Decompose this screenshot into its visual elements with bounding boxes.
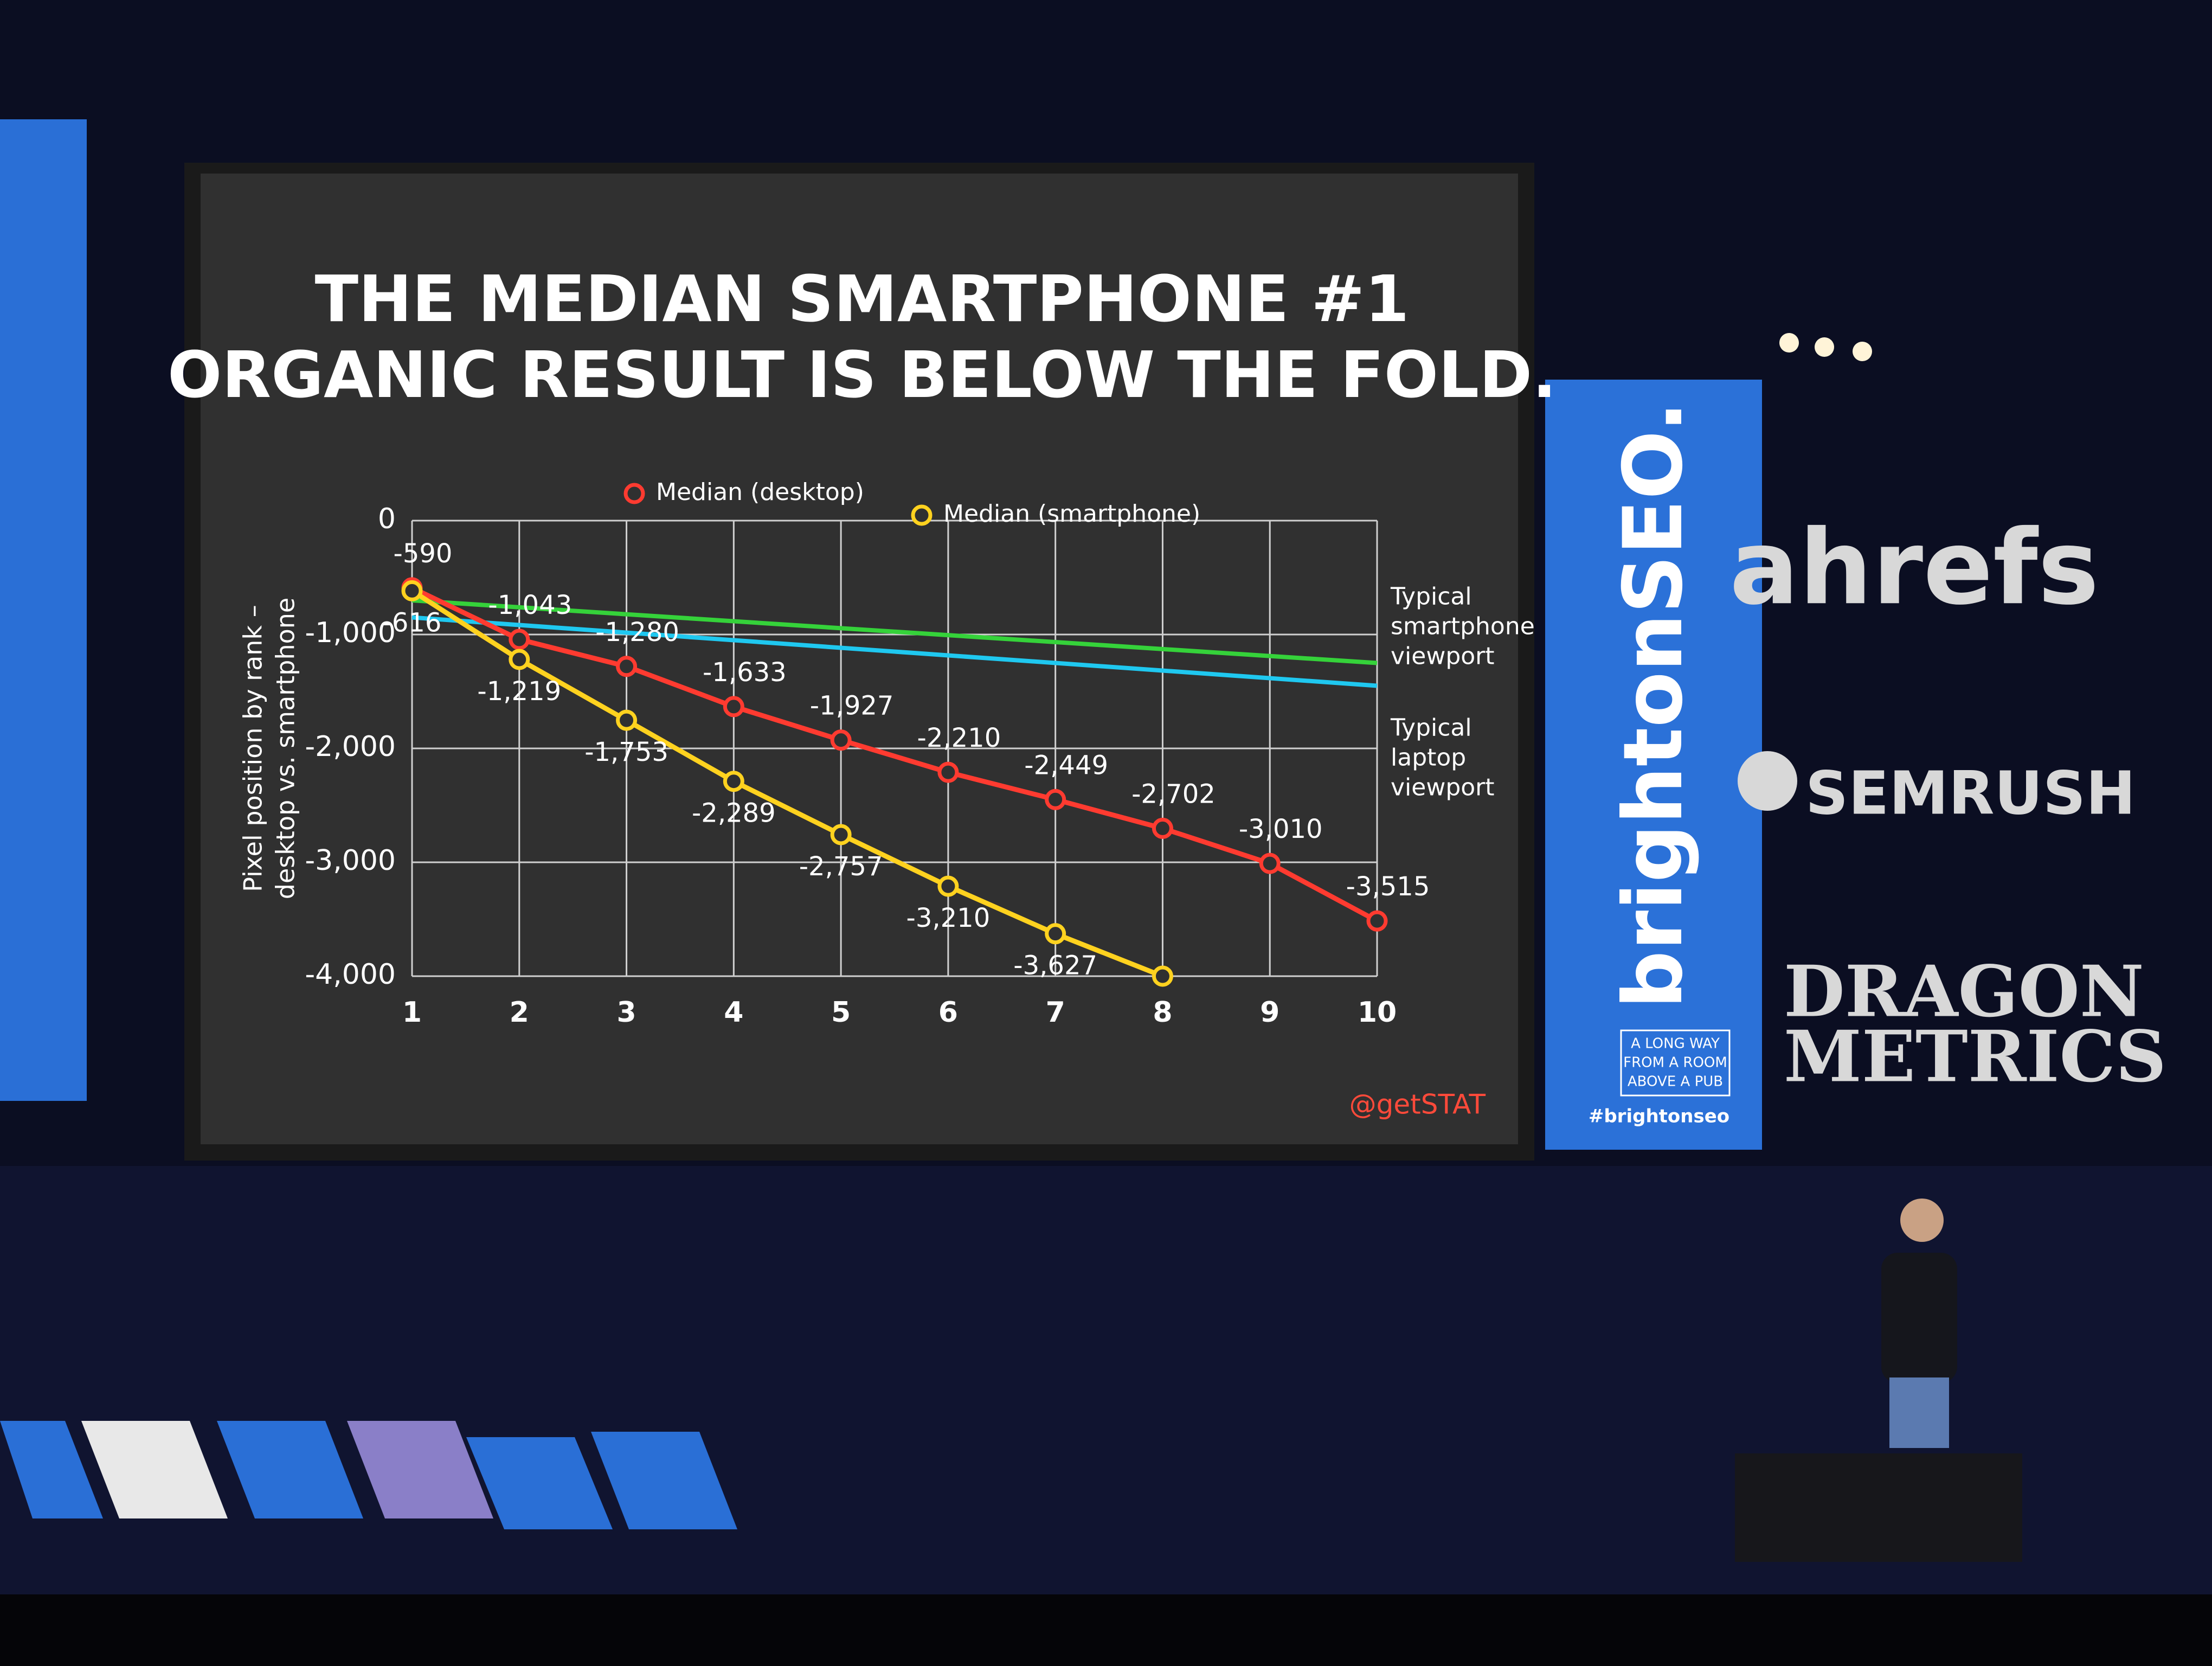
point-marker [1366,910,1388,932]
point-marker [509,649,530,670]
x-tick-label: 5 [831,996,851,1029]
monitor-speaker [1735,1453,2022,1562]
chair [466,1437,613,1529]
series-line [411,585,1379,924]
chair [81,1421,228,1518]
point-marker [616,656,638,677]
left-banner [0,119,87,1101]
viewport-line [411,598,1378,665]
sponsor-icon [1738,751,1797,811]
data-label: -1,280 [595,617,679,648]
point-marker [509,629,530,650]
right-banner [1545,380,1762,1150]
legend-marker [911,504,933,526]
x-tick-label: 4 [724,996,743,1029]
banner-hashtag: #brightonseo [1589,1106,1729,1127]
data-label: -1,927 [810,691,894,721]
data-label: -3,210 [906,903,991,933]
chair [217,1421,363,1518]
speaker-legs [1889,1377,1949,1448]
y-tick-label: -4,000 [305,958,396,991]
data-label: -3,010 [1239,814,1323,844]
data-label: -2,449 [1024,750,1108,780]
stage-light [1853,342,1872,361]
tagline-box [1620,1029,1731,1097]
point-marker [830,824,852,845]
data-label: -590 [394,539,453,569]
viewport-label: viewport [1391,774,1495,802]
data-label: -3,627 [1013,951,1097,981]
x-tick-label: 2 [510,996,529,1029]
speaker-body [1881,1253,1957,1383]
x-tick-label: 7 [1046,996,1065,1029]
data-label: -1,753 [584,737,668,767]
banner-tagline: FROM A ROOM [1623,1055,1727,1071]
legend-marker [623,483,645,504]
y-tick-label: -2,000 [305,731,396,763]
x-tick-label: 3 [616,996,636,1029]
point-marker [1045,789,1066,810]
chairs [0,1421,737,1529]
viewport-line [411,615,1378,688]
speaker-head [1900,1199,1944,1242]
point-marker [723,771,744,792]
point-marker [616,709,638,731]
point-marker [401,580,423,601]
point-marker [1045,923,1066,945]
sponsor-logo: ahrefs [1729,508,2099,627]
chair [0,1421,103,1518]
legend-label: Median (desktop) [656,478,864,506]
point-marker [830,729,852,751]
data-label: -1,043 [488,590,572,620]
series-line [410,588,1164,979]
viewport-label: laptop [1391,744,1466,772]
point-marker [937,761,959,783]
y-axis-title: desktop vs. smartphone [271,598,300,899]
y-tick-label: -1,000 [305,617,396,649]
point-marker [937,875,959,897]
y-tick-label: -3,000 [305,844,396,877]
point-marker [1152,817,1173,839]
x-tick-label: 9 [1260,996,1279,1029]
viewport-label: smartphone [1391,613,1535,640]
sponsor-logo: METRICS [1784,1015,2166,1098]
data-label: -616 [383,607,442,638]
x-tick-label: 6 [938,996,958,1029]
data-label: -2,289 [692,798,776,829]
x-tick-label: 10 [1358,996,1397,1029]
sponsor-logo: SEMRUSH [1805,758,2136,828]
source-label: @getSTAT [1349,1089,1486,1120]
point-marker [1152,965,1173,987]
chart-title: THE MEDIAN SMARTPHONE #1 [315,261,1410,336]
banner-tagline: A LONG WAY [1631,1036,1720,1052]
sponsor-logo: DRAGON [1784,950,2144,1033]
x-tick-label: 1 [402,996,422,1029]
data-label: -2,702 [1131,779,1216,809]
stage-light [1815,337,1834,357]
stage-floor [0,1594,2212,1666]
data-label: -1,219 [477,676,561,707]
data-label: -3,515 [1346,872,1430,902]
banner-brand: brightonSEO. [1606,401,1701,1009]
y-tick-label: 0 [378,503,396,535]
stage-light [1779,333,1799,353]
data-label: -2,210 [917,723,1001,753]
x-tick-label: 8 [1153,996,1172,1029]
point-marker [1259,853,1281,874]
chair [591,1432,737,1529]
viewport-label: viewport [1391,643,1495,670]
chart-title: ORGANIC RESULT IS BELOW THE FOLD. [168,337,1557,412]
y-axis-title: Pixel position by rank – [239,605,268,892]
data-label: -2,757 [799,851,883,882]
chair [347,1421,493,1518]
banner-tagline: ABOVE A PUB [1628,1074,1723,1090]
viewport-label: Typical [1390,583,1472,611]
point-marker [723,696,744,717]
data-label: -1,633 [703,657,787,688]
viewport-label: Typical [1390,714,1472,742]
legend-label: Median (smartphone) [943,500,1200,528]
